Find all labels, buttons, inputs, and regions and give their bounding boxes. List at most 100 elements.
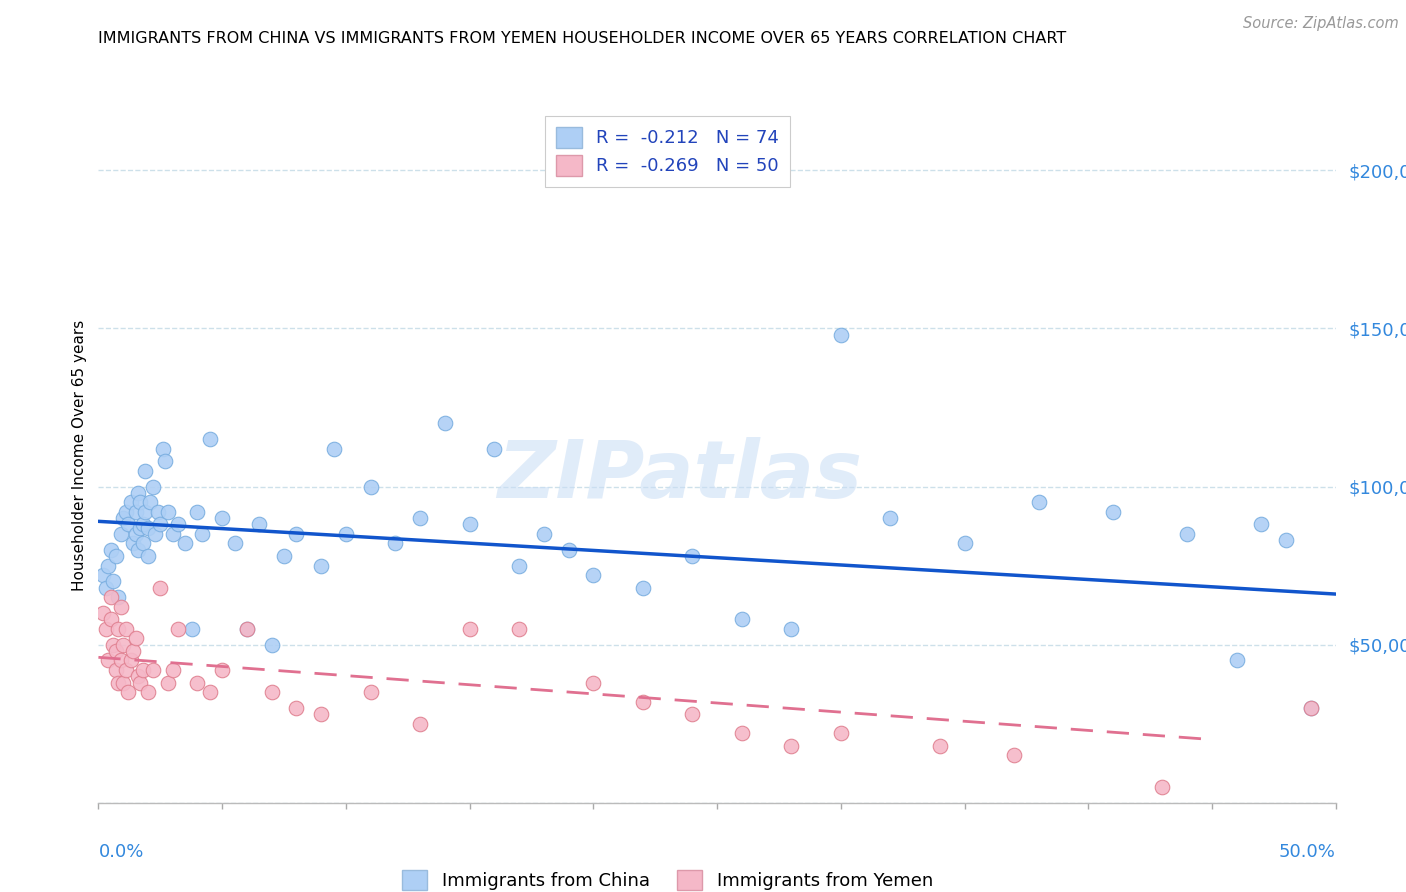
Point xyxy=(129,495,152,509)
Point xyxy=(260,638,283,652)
Point xyxy=(508,558,530,573)
Point xyxy=(136,549,159,563)
Point xyxy=(114,622,136,636)
Point xyxy=(120,495,142,509)
Point xyxy=(631,581,654,595)
Point xyxy=(134,505,156,519)
Point xyxy=(136,685,159,699)
Point xyxy=(1028,495,1050,509)
Point xyxy=(107,622,129,636)
Point xyxy=(1299,701,1322,715)
Point xyxy=(360,479,382,493)
Text: IMMIGRANTS FROM CHINA VS IMMIGRANTS FROM YEMEN HOUSEHOLDER INCOME OVER 65 YEARS : IMMIGRANTS FROM CHINA VS IMMIGRANTS FROM… xyxy=(98,31,1067,46)
Point xyxy=(458,622,481,636)
Point xyxy=(97,558,120,573)
Point xyxy=(198,685,221,699)
Point xyxy=(107,675,129,690)
Legend: Immigrants from China, Immigrants from Yemen: Immigrants from China, Immigrants from Y… xyxy=(394,861,942,892)
Point xyxy=(112,675,135,690)
Point xyxy=(152,442,174,456)
Point xyxy=(211,511,233,525)
Point xyxy=(117,517,139,532)
Point xyxy=(93,606,115,620)
Point xyxy=(149,517,172,532)
Point xyxy=(191,527,214,541)
Point xyxy=(285,701,308,715)
Point xyxy=(174,536,197,550)
Point xyxy=(122,644,145,658)
Point xyxy=(236,622,259,636)
Point xyxy=(100,612,122,626)
Point xyxy=(830,726,852,740)
Point xyxy=(780,622,803,636)
Point xyxy=(458,517,481,532)
Point xyxy=(409,716,432,731)
Point xyxy=(360,685,382,699)
Point xyxy=(110,653,132,667)
Point xyxy=(953,536,976,550)
Point xyxy=(129,521,152,535)
Point xyxy=(166,622,188,636)
Point xyxy=(132,663,155,677)
Point xyxy=(260,685,283,699)
Point xyxy=(100,591,122,605)
Point xyxy=(384,536,406,550)
Point xyxy=(143,527,166,541)
Point xyxy=(156,675,179,690)
Point xyxy=(533,527,555,541)
Point xyxy=(110,599,132,614)
Point xyxy=(1152,780,1174,794)
Point xyxy=(1250,517,1272,532)
Point xyxy=(484,442,506,456)
Point xyxy=(114,663,136,677)
Point xyxy=(132,536,155,550)
Point xyxy=(97,653,120,667)
Point xyxy=(1175,527,1198,541)
Point xyxy=(198,432,221,446)
Point xyxy=(104,644,127,658)
Point xyxy=(124,527,146,541)
Point xyxy=(557,542,579,557)
Point xyxy=(335,527,357,541)
Point xyxy=(134,464,156,478)
Point xyxy=(1299,701,1322,715)
Point xyxy=(142,663,165,677)
Point xyxy=(162,663,184,677)
Point xyxy=(94,581,117,595)
Point xyxy=(146,505,169,519)
Point xyxy=(136,521,159,535)
Point xyxy=(731,726,754,740)
Point xyxy=(156,505,179,519)
Point xyxy=(186,675,208,690)
Point xyxy=(1102,505,1125,519)
Point xyxy=(94,622,117,636)
Point xyxy=(928,739,950,753)
Point xyxy=(211,663,233,677)
Point xyxy=(681,549,703,563)
Point xyxy=(780,739,803,753)
Point xyxy=(124,632,146,646)
Point xyxy=(1002,748,1025,763)
Text: Source: ZipAtlas.com: Source: ZipAtlas.com xyxy=(1243,16,1399,31)
Point xyxy=(322,442,344,456)
Point xyxy=(124,505,146,519)
Point xyxy=(166,517,188,532)
Point xyxy=(224,536,246,550)
Point xyxy=(681,707,703,722)
Point xyxy=(139,495,162,509)
Point xyxy=(127,486,149,500)
Point xyxy=(631,695,654,709)
Point xyxy=(112,638,135,652)
Point xyxy=(409,511,432,525)
Point xyxy=(830,327,852,342)
Point xyxy=(107,591,129,605)
Point xyxy=(309,707,332,722)
Point xyxy=(162,527,184,541)
Point xyxy=(433,417,456,431)
Point xyxy=(247,517,270,532)
Point xyxy=(120,653,142,667)
Point xyxy=(236,622,259,636)
Point xyxy=(93,568,115,582)
Point xyxy=(117,685,139,699)
Point xyxy=(309,558,332,573)
